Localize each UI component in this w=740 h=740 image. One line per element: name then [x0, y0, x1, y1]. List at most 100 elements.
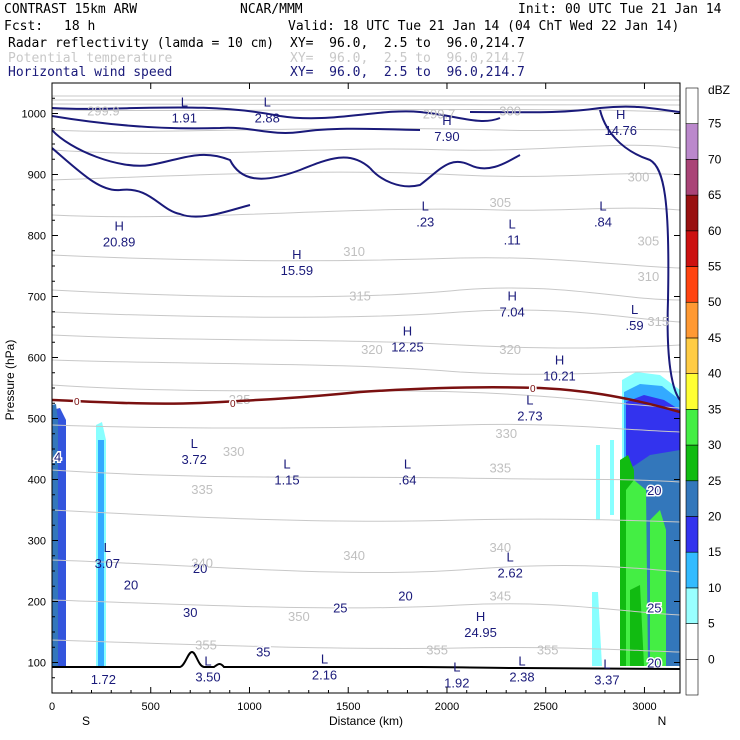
colorbar-label: 45: [708, 331, 722, 345]
x-tick-label: 500: [142, 701, 160, 713]
colorbar-label: 65: [708, 188, 722, 202]
x-tick-label: 1500: [336, 701, 360, 713]
colorbar-swatch: [685, 194, 699, 232]
colorbar-swatch: [685, 623, 699, 660]
colorbar-label: 55: [708, 260, 722, 274]
extremum-value: 1.91: [172, 111, 197, 126]
colorbar-label: 75: [708, 117, 722, 131]
theta-label: 350: [288, 609, 310, 624]
theta-label: 335: [191, 482, 213, 497]
extremum-mark: L: [422, 198, 429, 213]
wind-speed-label: 20: [124, 577, 138, 592]
x-tick-label: 2500: [533, 701, 557, 713]
extremum-mark: H: [114, 218, 123, 233]
colorbar-unit: dBZ: [708, 83, 730, 97]
extremum-mark: L: [264, 95, 271, 110]
field-reflectivity-name: Radar reflectivity (lamda = 10 cm): [8, 36, 275, 51]
colorbar-label: 40: [708, 367, 722, 381]
y-tick-label: 200: [28, 597, 46, 609]
valid-time: Valid: 18 UTC Tue 21 Jan 14 (04 ChT Wed …: [288, 19, 680, 34]
wind-speed-label: 30: [183, 605, 197, 620]
colorbar-swatch: [685, 551, 699, 589]
field-reflectivity-xy: XY= 96.0, 2.5 to 96.0,214.7: [290, 36, 525, 51]
theta-label: 320: [361, 342, 383, 357]
x-tick-label: 2000: [435, 701, 459, 713]
theta-label: 355: [195, 637, 217, 652]
fcst-value: 18 h: [64, 19, 96, 34]
wind-speed-label: 20: [647, 656, 661, 671]
extremum-value: .11: [504, 233, 521, 248]
theta-label: 355: [537, 642, 559, 657]
theta-label: 320: [499, 342, 521, 357]
theta-label: 305: [489, 195, 511, 210]
extremum-value: 7.04: [499, 305, 524, 320]
extremum-mark: H: [555, 353, 564, 368]
theta-label: 340: [191, 556, 213, 571]
extremum-value: .59: [626, 318, 644, 333]
colorbar-label: 30: [708, 438, 722, 452]
colorbar-label: 15: [708, 545, 722, 559]
theta-label: 310: [638, 269, 660, 284]
extremum-mark: H: [292, 247, 301, 262]
x-axis-left-label: S: [82, 714, 90, 728]
model-name: CONTRAST 15km ARW: [4, 2, 138, 17]
colorbar-swatch: [685, 123, 699, 160]
extremum-mark: L: [526, 392, 533, 407]
y-tick-label: 800: [28, 231, 46, 243]
theta-label: 355: [426, 642, 448, 657]
theta-label: 300: [499, 104, 521, 119]
field-wind-xy: XY= 96.0, 2.5 to 96.0,214.7: [290, 65, 525, 80]
theta-label: 335: [489, 461, 511, 476]
extremum-value: 1.92: [444, 675, 469, 690]
colorbar-label: 10: [708, 581, 722, 595]
field-wind-name: Horizontal wind speed: [8, 65, 173, 80]
theta-label: 340: [489, 540, 511, 555]
wind-speed-label: 35: [256, 645, 270, 660]
extremum-mark: L: [631, 302, 638, 317]
colorbar-swatch: [685, 266, 699, 303]
x-tick-label: 1000: [237, 701, 261, 713]
fcst-label: Fcst:: [4, 19, 44, 34]
extremum-value: 1.15: [274, 472, 299, 487]
wind-speed-contours: [52, 105, 680, 401]
extremum-value: 2.16: [312, 668, 337, 683]
extremum-value: 3.07: [95, 556, 120, 571]
wind-speed-label: 25: [647, 601, 661, 616]
extremum-value: 3.50: [195, 669, 220, 684]
theta-label: 315: [647, 314, 669, 329]
zero-isotherm-label: 0: [74, 397, 80, 408]
theta-label: 315: [349, 289, 371, 304]
colorbar-swatch: [685, 87, 699, 125]
wind-speed-label: 20: [398, 588, 412, 603]
x-axis-right-label: N: [658, 714, 667, 728]
theta-isentropes: [52, 95, 680, 653]
x-tick-label: 0: [49, 701, 55, 713]
extremum-mark: L: [321, 652, 328, 667]
terrain-surface: [52, 650, 680, 670]
extremum-value: 3.72: [182, 452, 207, 467]
theta-label: 299.9: [87, 104, 120, 119]
field-theta-xy: XY= 96.0, 2.5 to 96.0,214.7: [290, 51, 525, 66]
extremum-mark: H: [476, 609, 485, 624]
colorbar-label: 35: [708, 402, 722, 416]
y-tick-label: 900: [28, 170, 46, 182]
init-time: Init: 00 UTC Tue 21 Jan 14: [518, 2, 722, 17]
x-tick-label: 3000: [632, 701, 656, 713]
theta-label: 310: [343, 244, 365, 259]
y-tick-label: 600: [28, 353, 46, 365]
wind-speed-label: 20: [193, 561, 207, 576]
extremum-mark: H: [616, 107, 625, 122]
wind-speed-label: 25: [333, 601, 347, 616]
extremum-mark: L: [453, 659, 460, 674]
y-axis-label: Pressure (hPa): [3, 340, 17, 421]
extremum-mark: L: [404, 456, 411, 471]
colorbar-swatch: [685, 409, 699, 446]
colorbar-label: 20: [708, 509, 722, 523]
theta-label: 299.7: [423, 107, 456, 122]
extremum-mark: L: [518, 653, 525, 668]
colorbar-swatch: [685, 230, 699, 267]
theta-label: 300: [628, 170, 650, 185]
extremum-mark: L: [283, 456, 290, 471]
extremum-mark: L: [507, 550, 514, 565]
